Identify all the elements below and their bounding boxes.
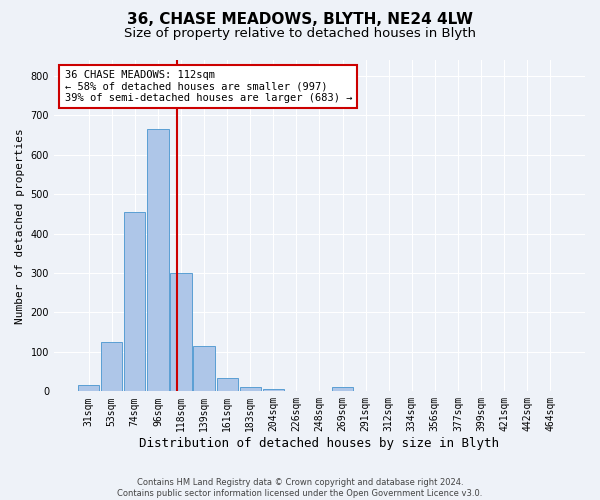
- Bar: [147, 129, 169, 392]
- Y-axis label: Number of detached properties: Number of detached properties: [15, 128, 25, 324]
- Bar: [101, 342, 122, 392]
- Text: 36 CHASE MEADOWS: 112sqm
← 58% of detached houses are smaller (997)
39% of semi-: 36 CHASE MEADOWS: 112sqm ← 58% of detach…: [65, 70, 352, 103]
- Bar: [78, 386, 99, 392]
- Bar: [124, 212, 145, 392]
- Text: Contains HM Land Registry data © Crown copyright and database right 2024.
Contai: Contains HM Land Registry data © Crown c…: [118, 478, 482, 498]
- X-axis label: Distribution of detached houses by size in Blyth: Distribution of detached houses by size …: [139, 437, 499, 450]
- Bar: [332, 388, 353, 392]
- Bar: [263, 390, 284, 392]
- Bar: [239, 386, 261, 392]
- Text: Size of property relative to detached houses in Blyth: Size of property relative to detached ho…: [124, 28, 476, 40]
- Bar: [193, 346, 215, 392]
- Bar: [170, 273, 191, 392]
- Bar: [217, 378, 238, 392]
- Text: 36, CHASE MEADOWS, BLYTH, NE24 4LW: 36, CHASE MEADOWS, BLYTH, NE24 4LW: [127, 12, 473, 28]
